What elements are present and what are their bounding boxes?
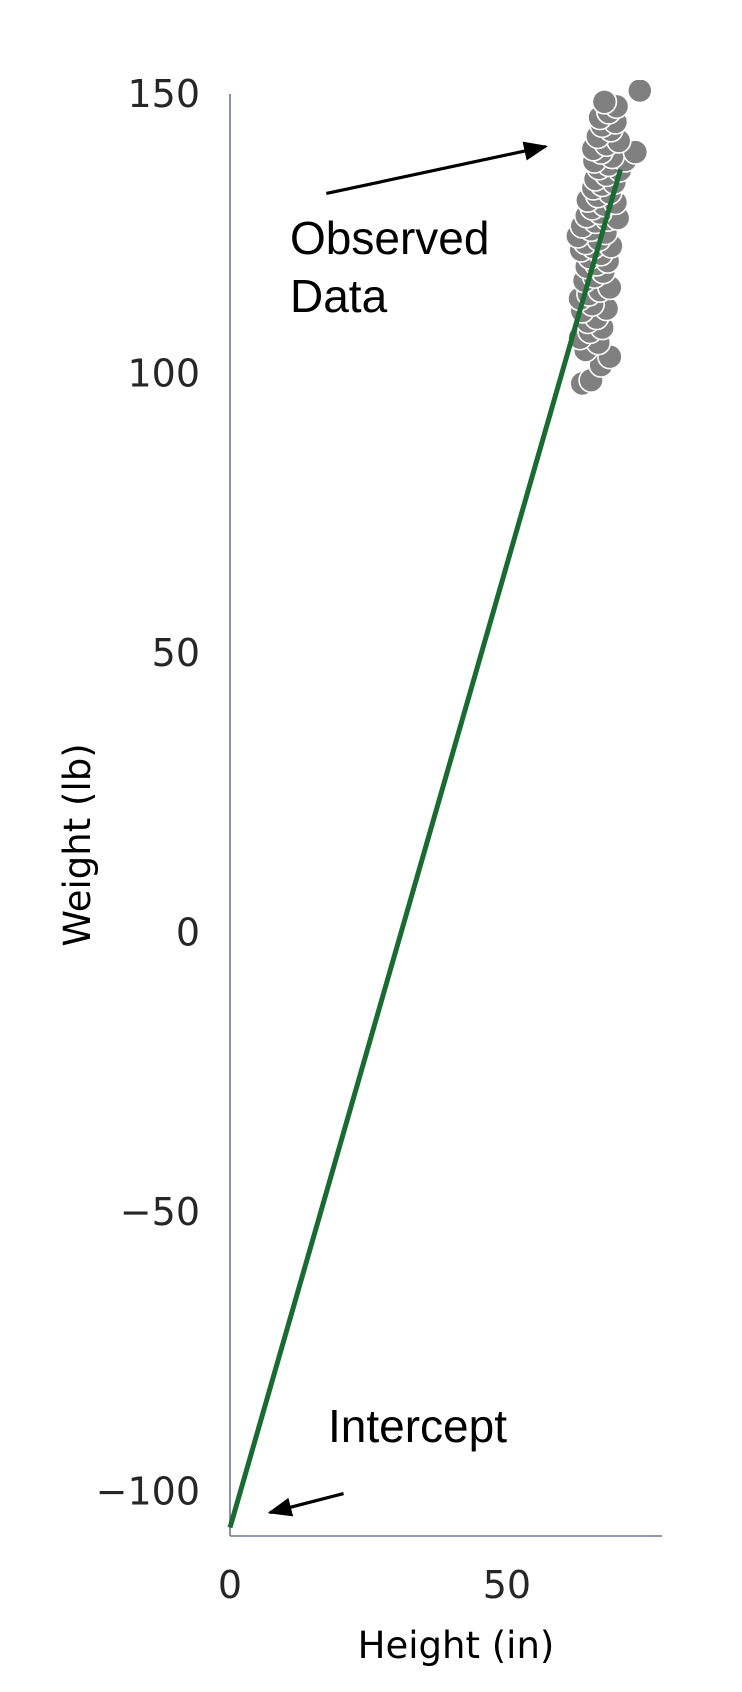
annotation-intercept: Intercept bbox=[267, 1400, 507, 1517]
annotation-intercept-line: Intercept bbox=[328, 1400, 507, 1452]
regression-line-layer bbox=[227, 168, 623, 1529]
y-tick-label: −100 bbox=[96, 1469, 200, 1513]
annotation-observed-line: Observed bbox=[290, 212, 489, 264]
y-axis-title: Weight (lb) bbox=[56, 743, 99, 946]
x-axis-title: Height (in) bbox=[358, 1624, 555, 1667]
y-tick-label: 100 bbox=[127, 351, 200, 395]
y-tick-label: −50 bbox=[120, 1190, 200, 1234]
annotation-observed-arrow bbox=[326, 141, 549, 196]
annotation-intercept-label: Intercept bbox=[328, 1400, 507, 1452]
data-point bbox=[627, 80, 653, 104]
x-tick-label: 0 bbox=[218, 1563, 242, 1607]
y-tick-label: 50 bbox=[152, 631, 200, 675]
x-tick-labels: 0 50 bbox=[218, 1563, 531, 1607]
annotation-intercept-arrow bbox=[267, 1491, 344, 1517]
data-point bbox=[591, 89, 618, 115]
annotations: Observed Data Intercept bbox=[267, 141, 549, 1517]
annotation-observed-line: Data bbox=[290, 270, 388, 322]
y-tick-label: 0 bbox=[176, 910, 200, 954]
x-tick-label: 50 bbox=[483, 1563, 531, 1607]
observed-data-points bbox=[564, 80, 653, 397]
y-tick-label: 150 bbox=[127, 72, 200, 116]
regression-line bbox=[227, 168, 623, 1529]
annotation-observed: Observed Data bbox=[290, 141, 549, 322]
y-tick-labels: −100 −50 0 50 100 150 bbox=[96, 72, 200, 1513]
annotation-observed-label: Observed Data bbox=[290, 212, 489, 322]
